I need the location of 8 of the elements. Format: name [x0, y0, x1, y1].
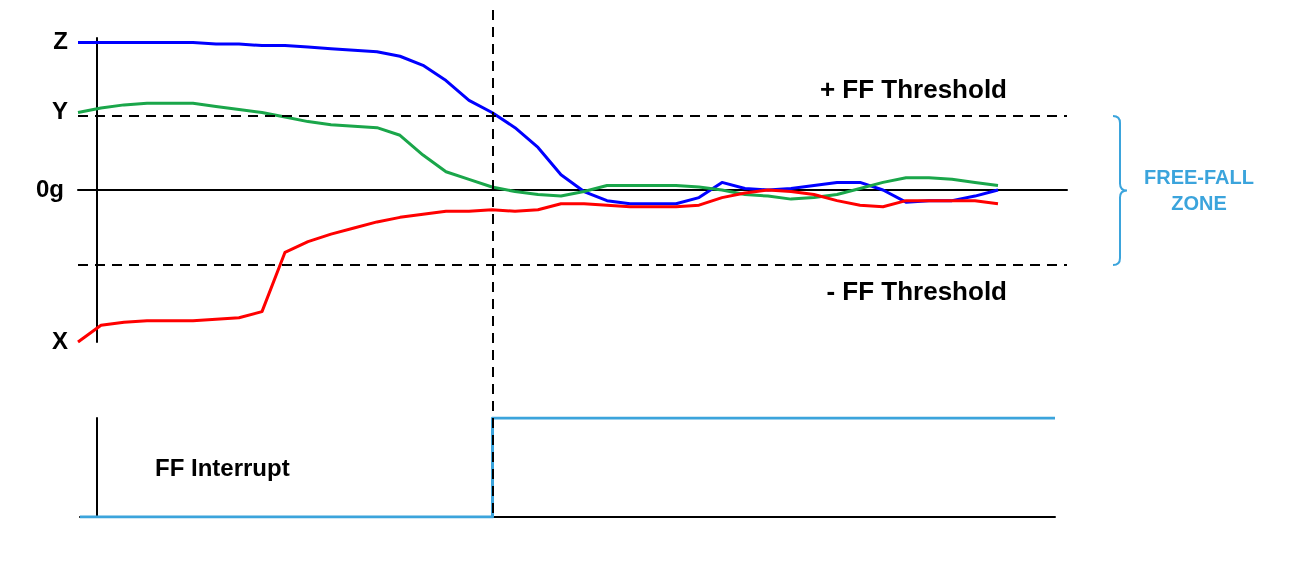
series-label: Z — [53, 27, 69, 55]
ref-line-label: + FF Threshold — [819, 73, 1007, 104]
text: 0g — [35, 174, 65, 202]
text: FREE-FALL ZONE — [1143, 165, 1255, 216]
series-label: FF Interrupt — [155, 453, 290, 481]
ref-line-label: - FF Threshold — [826, 276, 1007, 307]
series-label: X — [51, 326, 69, 354]
series-label: Y — [51, 96, 69, 124]
